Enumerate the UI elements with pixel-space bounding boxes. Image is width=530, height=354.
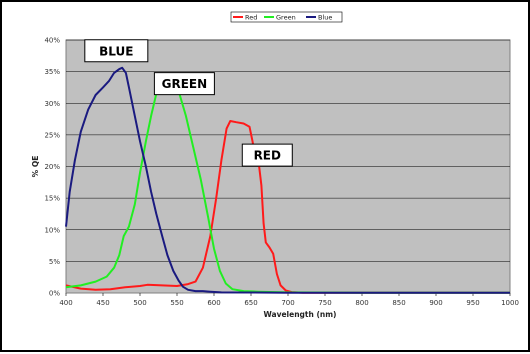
y-tick-label: 35% [44, 68, 60, 76]
callout-label-green: GREEN [162, 77, 208, 91]
callout-box-green [153, 72, 215, 96]
x-tick-label: 950 [466, 299, 479, 307]
callout-box-red [241, 143, 293, 167]
legend-label-red: Red [245, 14, 257, 22]
y-tick-label: 40% [44, 37, 60, 45]
y-tick-label: 30% [44, 100, 60, 108]
y-axis-title: % QE [31, 156, 40, 178]
series-line-red [65, 120, 510, 294]
y-tick-label: 20% [44, 163, 60, 171]
x-axis-title: Wavelength (nm) [264, 310, 337, 319]
legend-box [230, 11, 343, 23]
x-tick-label: 750 [318, 299, 331, 307]
x-tick-label: 500 [133, 299, 146, 307]
y-tick-label: 0% [49, 290, 60, 298]
callout-box-blue [84, 39, 149, 63]
x-tick-label: 600 [207, 299, 220, 307]
legend-label-blue: Blue [318, 14, 332, 22]
x-tick-label: 400 [59, 299, 72, 307]
x-tick-label: 650 [244, 299, 257, 307]
y-tick-label: 15% [44, 195, 60, 203]
x-tick-label: 700 [281, 299, 294, 307]
legend-label-green: Green [276, 14, 296, 22]
x-tick-label: 850 [392, 299, 405, 307]
callout-label-red: RED [254, 149, 281, 163]
y-tick-label: 25% [44, 131, 60, 139]
series-line-blue [65, 66, 510, 294]
x-tick-label: 1000 [501, 299, 519, 307]
y-tick-label: 5% [49, 258, 60, 266]
x-tick-label: 550 [170, 299, 183, 307]
x-tick-label: 450 [96, 299, 109, 307]
callout-label-blue: BLUE [99, 44, 133, 58]
y-tick-label: 10% [44, 226, 60, 234]
x-tick-label: 800 [355, 299, 368, 307]
x-tick-label: 900 [429, 299, 442, 307]
